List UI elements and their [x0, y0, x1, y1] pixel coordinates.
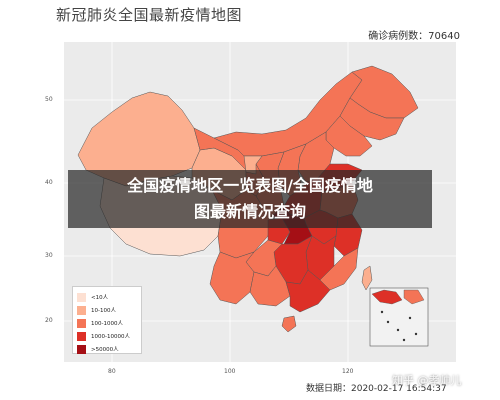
legend-swatch [77, 292, 86, 302]
region-ningxia [243, 155, 263, 175]
watermark: 知乎 @孝帅儿 [392, 374, 462, 387]
legend-label: >50000人 [91, 347, 119, 353]
legend-swatch [77, 344, 86, 354]
region-taiwan [361, 265, 373, 291]
legend-label: 100-1000人 [91, 321, 123, 327]
x-tick-label: 120 [342, 368, 354, 375]
confirmed-count: 确诊病例数：70640 [368, 31, 460, 42]
x-tick-label: 100 [224, 368, 236, 375]
south-china-sea-inset [369, 287, 429, 347]
legend-label: 1000-10000人 [91, 334, 130, 340]
legend-item: <10人 [77, 291, 137, 303]
legend-item: 10-100人 [77, 304, 137, 316]
region-jilin [339, 97, 405, 141]
legend-item: 100-1000人 [77, 317, 137, 329]
legend-item: >50000人 [77, 343, 137, 355]
legend: <10人 10-100人 100-1000人 1000-10000人 >5000… [72, 286, 142, 354]
y-tick-label: 30 [45, 252, 53, 259]
y-tick-label: 20 [45, 317, 53, 324]
region-yunnan [209, 251, 255, 305]
banner-line-1: 全国疫情地区一览表图/全国疫情地 [127, 176, 373, 195]
region-guangdong [285, 269, 331, 313]
y-tick-label: 50 [45, 96, 53, 103]
legend-swatch [77, 331, 86, 341]
legend-swatch [77, 318, 86, 328]
y-tick-label: 40 [45, 179, 53, 186]
overlay-banner: 全国疫情地区一览表图/全国疫情地 图最新情况查询 [68, 170, 432, 228]
map-title: 新冠肺炎全国最新疫情地图 [56, 6, 243, 24]
legend-swatch [77, 305, 86, 315]
legend-item: 1000-10000人 [77, 330, 137, 342]
x-tick-label: 80 [108, 368, 116, 375]
data-date: 数据日期：2020-02-17 16:54:37 [306, 384, 447, 394]
region-hainan [281, 315, 297, 333]
banner-line-2: 图最新情况查询 [193, 202, 306, 221]
legend-label: 10-100人 [91, 308, 116, 314]
legend-label: <10人 [91, 295, 109, 301]
